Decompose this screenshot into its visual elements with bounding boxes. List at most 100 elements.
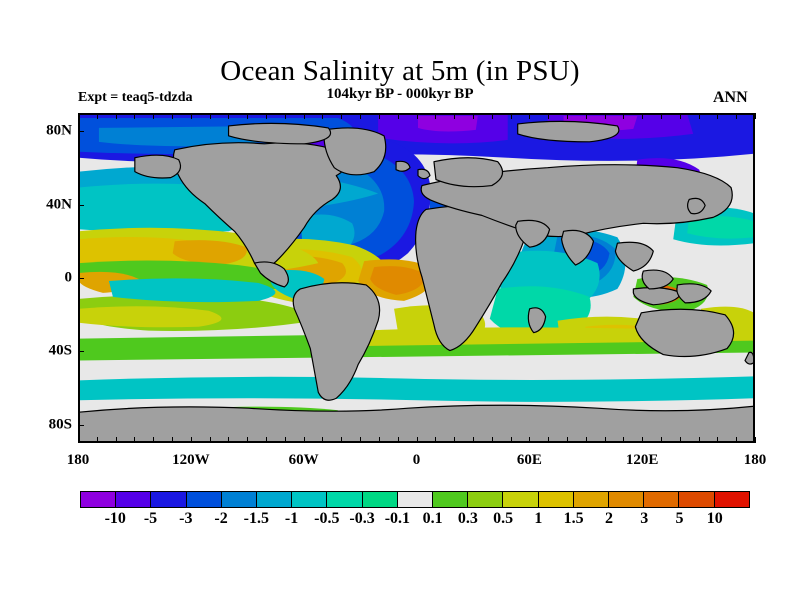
colorbar-tick-label: 1.5 xyxy=(563,510,584,527)
x-tick-label: 120E xyxy=(625,452,659,468)
x-tick-mark-top xyxy=(755,113,756,119)
x-tick-mark-top xyxy=(510,113,512,119)
x-axis-labels: 180 120W 60W 0 60E 120E 180 xyxy=(0,452,800,474)
colorbar-tick-label: 3 xyxy=(640,510,649,527)
x-tick-mark-top xyxy=(548,113,550,119)
colorbar-cell xyxy=(573,492,610,507)
x-tick-mark-top xyxy=(736,113,738,119)
land-australia xyxy=(634,308,735,358)
x-tick-mark-top xyxy=(604,113,606,119)
colorbar-tick-label: -0.3 xyxy=(349,510,375,527)
x-tick-mark xyxy=(491,437,493,443)
y-tick-label: 80N xyxy=(46,122,72,139)
x-tick-mark-top xyxy=(566,113,568,119)
figure-subtitle: 104kyr BP - 000kyr BP xyxy=(326,86,474,102)
map-plot-area xyxy=(78,113,755,443)
colorbar-tick-label: 1 xyxy=(534,510,543,527)
x-tick-mark-top xyxy=(209,113,211,119)
land-eurasia xyxy=(420,164,733,238)
land-southeast-asia xyxy=(614,241,654,272)
x-tick-mark-top xyxy=(360,113,362,119)
colorbar xyxy=(80,491,750,508)
x-tick-label: 180 xyxy=(743,452,767,468)
land-new-guinea xyxy=(676,283,712,304)
land-severnaya xyxy=(517,120,620,143)
colorbar-tick-label: -5 xyxy=(143,510,158,527)
x-tick-mark-top xyxy=(190,113,192,119)
page-title: Ocean Salinity at 5m (in PSU) xyxy=(220,55,580,87)
x-tick-mark xyxy=(416,437,418,443)
x-tick-mark xyxy=(736,437,738,443)
y-tick-label: 0 xyxy=(64,269,73,286)
colorbar-cell xyxy=(327,492,363,507)
colorbar-cell xyxy=(362,492,398,507)
land-greenland xyxy=(323,127,387,176)
x-tick-mark xyxy=(435,437,437,443)
y-tick-mark xyxy=(78,131,84,133)
x-tick-mark-top xyxy=(585,113,587,119)
field-wpac-green-teal xyxy=(687,216,754,239)
colorbar-tick-label: -1.5 xyxy=(243,510,269,527)
x-tick-mark-top xyxy=(491,113,493,119)
x-tick-mark xyxy=(190,437,192,443)
x-tick-label: 60W xyxy=(288,452,319,468)
x-tick-mark xyxy=(96,437,98,443)
x-tick-mark-top xyxy=(698,113,700,119)
colorbar-cell xyxy=(714,492,749,507)
x-tick-mark-top xyxy=(115,113,117,119)
x-tick-mark-top xyxy=(284,113,286,119)
land-iceland xyxy=(395,160,411,172)
colorbar-cell xyxy=(468,492,504,507)
x-tick-mark xyxy=(78,437,79,443)
x-tick-mark xyxy=(228,437,230,443)
colorbar-cell xyxy=(221,492,258,507)
colorbar-tick-label: -0.5 xyxy=(314,510,340,527)
y-tick-label: 80S xyxy=(48,416,72,433)
x-tick-mark xyxy=(472,437,474,443)
x-tick-mark xyxy=(322,437,324,443)
x-tick-mark xyxy=(679,437,681,443)
x-tick-mark xyxy=(454,437,456,443)
x-tick-mark xyxy=(284,437,286,443)
x-tick-mark xyxy=(360,437,362,443)
y-tick-mark xyxy=(78,351,84,353)
colorbar-cell xyxy=(503,492,539,507)
y-axis-labels: 80N 40N 0 40S 80S xyxy=(0,113,72,443)
salinity-anomaly-map xyxy=(79,114,754,442)
x-tick-mark xyxy=(172,437,174,443)
colorbar-tick-label: 10 xyxy=(706,510,723,527)
x-tick-label: 0 xyxy=(412,452,421,468)
x-tick-mark-top xyxy=(529,113,531,119)
colorbar-cell xyxy=(151,492,187,507)
x-tick-mark xyxy=(529,437,531,443)
colorbar-tick-label: -10 xyxy=(104,510,126,527)
colorbar-cell xyxy=(81,492,117,507)
field-eqpac-cold-tongue xyxy=(108,278,276,303)
field-tropatl-core xyxy=(370,266,426,295)
x-tick-mark xyxy=(378,437,380,443)
x-tick-mark-top xyxy=(416,113,418,119)
x-tick-label: 120W xyxy=(172,452,210,468)
land-british-isles xyxy=(417,168,431,180)
colorbar-cell xyxy=(609,492,645,507)
x-tick-mark xyxy=(397,437,399,443)
colorbar-cell xyxy=(116,492,152,507)
x-tick-mark xyxy=(642,437,644,443)
x-tick-mark-top xyxy=(266,113,268,119)
colorbar-ticklabels: -10 -5 -3 -2 -1.5 -1 -0.5 -0.3 -0.1 0.1 0.3 0.5 1 1.5… xyxy=(0,510,800,532)
colorbar-tick-label: -2 xyxy=(214,510,228,527)
x-tick-mark-top xyxy=(134,113,136,119)
x-tick-mark-top xyxy=(679,113,681,119)
x-tick-mark xyxy=(604,437,606,443)
land-layer xyxy=(79,120,754,442)
colorbar-cell xyxy=(257,492,293,507)
x-tick-mark-top xyxy=(341,113,343,119)
x-tick-mark-top xyxy=(322,113,324,119)
colorbar-cell xyxy=(397,492,434,507)
x-tick-mark-top xyxy=(96,113,98,119)
x-tick-mark-top xyxy=(247,113,249,119)
season-label: ANN xyxy=(713,89,748,106)
colorbar-tick-label: 0.1 xyxy=(422,510,443,527)
x-tick-mark-top xyxy=(454,113,456,119)
x-tick-mark xyxy=(115,437,117,443)
